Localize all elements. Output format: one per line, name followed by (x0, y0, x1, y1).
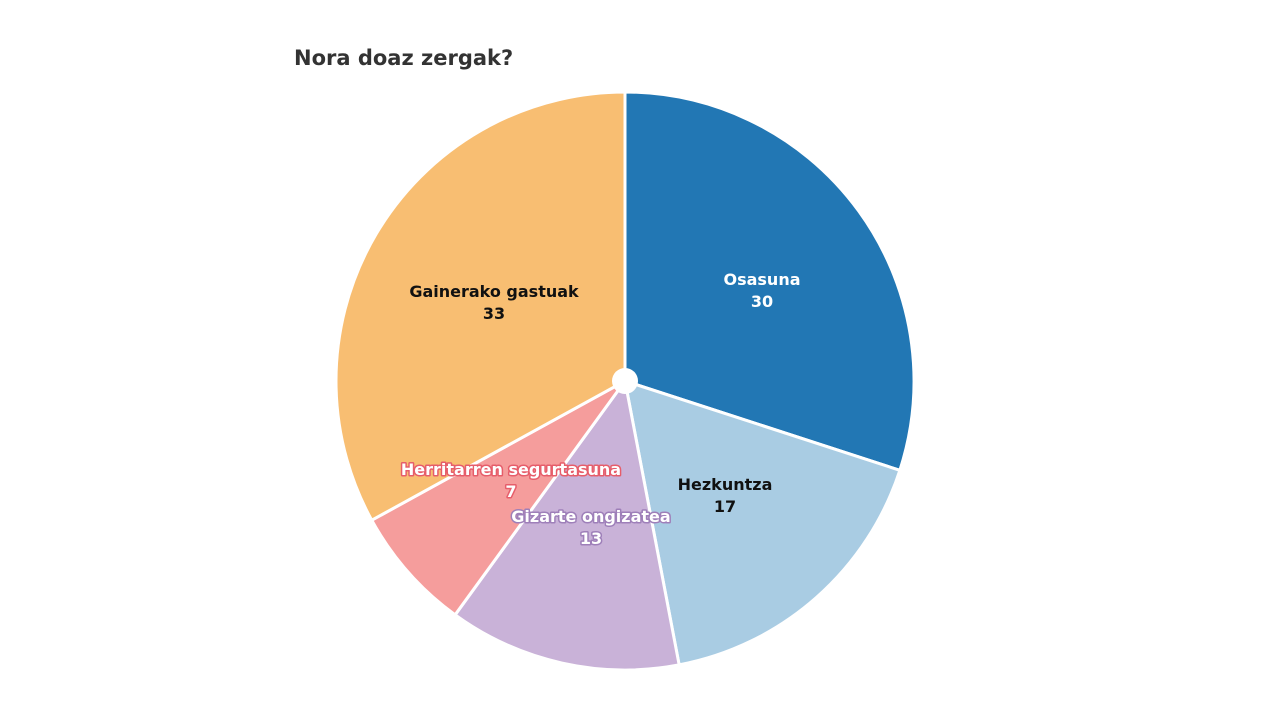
slice-label-1: Hezkuntza (678, 475, 773, 494)
slice-value-4: 33 (483, 304, 505, 323)
pie-slice-3 (370, 379, 627, 617)
slice-label-0: Osasuna (723, 270, 800, 289)
slice-label-3: Herritarren segurtasuna (401, 460, 621, 479)
slice-label-4: Gainerako gastuak (409, 282, 579, 301)
pie-labels: Osasuna 30 Hezkuntza 17 Gizarte ongizatea 13 H… (399, 270, 800, 550)
pie-slice-2 (453, 379, 681, 672)
pie-center-hole (612, 368, 638, 394)
slice-label-2: Gizarte ongizatea (511, 507, 670, 526)
slice-value-1: 17 (714, 497, 736, 516)
pie-slice-4 (334, 90, 627, 522)
slice-value-2: 13 (580, 529, 602, 548)
slice-value-0: 30 (751, 292, 773, 311)
pie-slice-0 (623, 90, 916, 472)
pie-slice-1 (623, 379, 902, 667)
chart-title: Nora doaz zergak? (294, 46, 514, 70)
slice-value-3: 7 (505, 482, 516, 501)
pie-slices (334, 90, 916, 672)
